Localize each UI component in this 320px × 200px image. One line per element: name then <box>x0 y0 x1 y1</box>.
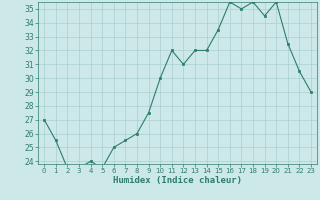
X-axis label: Humidex (Indice chaleur): Humidex (Indice chaleur) <box>113 176 242 185</box>
